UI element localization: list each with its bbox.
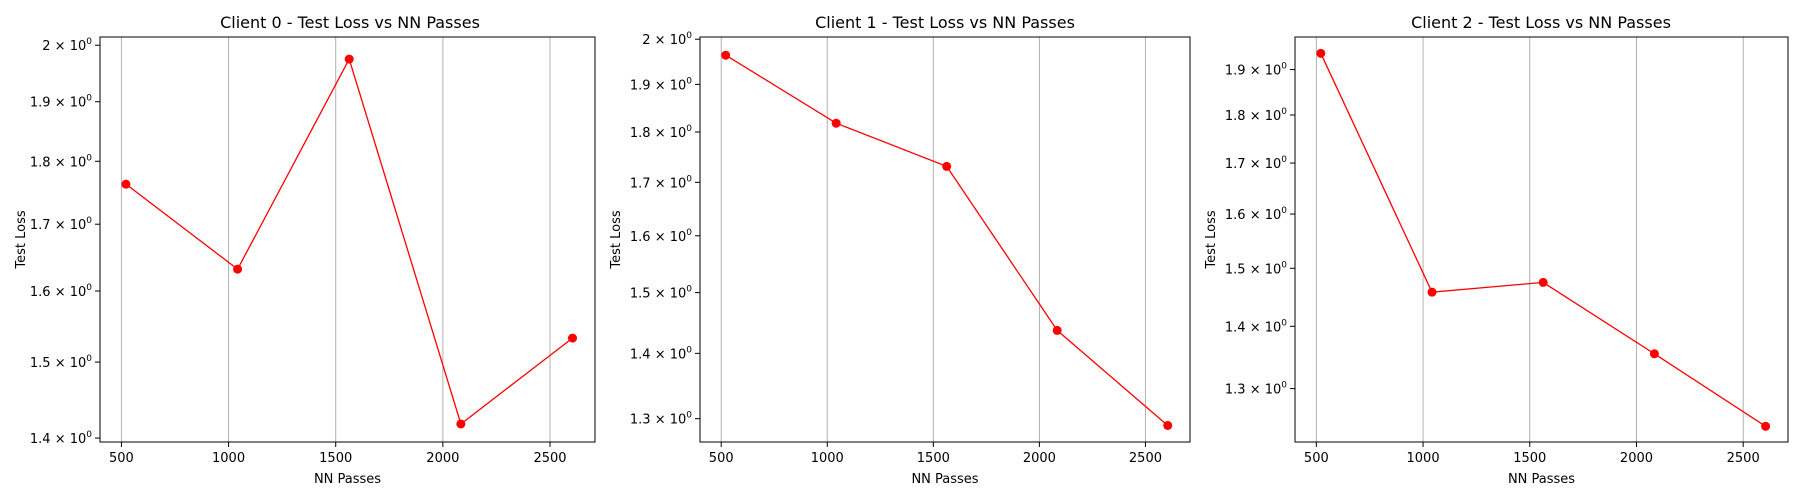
x-tick-label: 1500 (319, 451, 352, 466)
chart-title: Client 1 - Test Loss vs NN Passes (815, 13, 1075, 32)
data-point (1761, 421, 1771, 431)
y-tick-label: 1.8 × 100 (30, 153, 92, 170)
chart-title: Client 0 - Test Loss vs NN Passes (220, 13, 480, 32)
x-tick-label: 500 (1304, 451, 1329, 466)
data-point (1649, 349, 1659, 359)
y-axis-label: Test Loss (1204, 210, 1219, 269)
data-point (1427, 287, 1437, 297)
x-axis-label: NN Passes (911, 472, 978, 487)
x-tick-label: 1500 (917, 451, 950, 466)
y-tick-label: 1.7 × 100 (630, 174, 692, 191)
x-axis-label: NN Passes (314, 472, 381, 487)
y-tick-label: 1.4 × 100 (30, 430, 92, 447)
y-tick-label: 1.8 × 100 (1225, 107, 1287, 124)
y-tick-label: 1.9 × 100 (30, 94, 92, 111)
y-tick-label: 1.4 × 100 (1225, 318, 1287, 335)
y-tick-label: 1.9 × 100 (630, 76, 692, 93)
data-point (568, 333, 577, 343)
ticks-layer: 500 1000 1500 2000 2500 1.4 × 100 1.5 × 100 1.6… (30, 37, 567, 466)
plot-frame (1294, 36, 1789, 443)
points-layer (1316, 48, 1771, 431)
points-layer (121, 54, 577, 429)
chart-title: Client 2 - Test Loss vs NN Passes (1411, 13, 1671, 32)
y-tick-label: 1.5 × 100 (630, 285, 692, 302)
data-point (721, 50, 731, 60)
y-tick-label: 1.7 × 100 (1225, 155, 1287, 172)
data-point (456, 419, 466, 429)
chart-panel-0: Client 0 - Test Loss vs NN Passes 500 100… (14, 13, 596, 487)
ticks-layer: 500 1000 1500 2000 2500 1.3 × 100 1.4 × 100 1.5… (630, 31, 1162, 466)
x-tick-label: 2000 (1620, 451, 1653, 466)
grid-layer (720, 37, 1146, 442)
x-tick-label: 1000 (212, 451, 245, 466)
grid-layer (120, 37, 551, 442)
plot-frame (99, 36, 596, 443)
x-tick-label: 2000 (1023, 451, 1056, 466)
y-tick-label: 1.5 × 100 (30, 354, 92, 371)
y-tick-label: 1.3 × 100 (630, 411, 692, 428)
y-tick-label: 1.6 × 100 (630, 228, 692, 245)
x-tick-label: 2500 (533, 451, 566, 466)
x-tick-label: 1500 (1513, 451, 1546, 466)
x-tick-label: 1000 (1407, 451, 1440, 466)
x-axis-label: NN Passes (1508, 472, 1575, 487)
data-point (831, 118, 841, 128)
data-point (1316, 48, 1326, 58)
y-axis-label: Test Loss (609, 210, 624, 269)
data-point (1538, 277, 1548, 287)
y-tick-label: 1.3 × 100 (1225, 381, 1287, 398)
y-tick-label: 2 × 100 (642, 31, 692, 48)
data-point (121, 179, 131, 189)
grid-layer (1315, 37, 1744, 442)
data-point (233, 264, 243, 274)
y-tick-label: 1.9 × 100 (1225, 62, 1287, 79)
y-axis-label: Test Loss (14, 210, 29, 269)
y-tick-label: 1.5 × 100 (1225, 260, 1287, 277)
chart-panel-2: Client 2 - Test Loss vs NN Passes 500 100… (1204, 13, 1789, 487)
plot-frame (699, 36, 1191, 443)
y-tick-label: 1.4 × 100 (630, 345, 692, 362)
points-layer (721, 50, 1173, 430)
x-tick-label: 500 (109, 451, 134, 466)
y-tick-label: 2 × 100 (42, 37, 92, 54)
data-point (1052, 325, 1062, 335)
y-tick-label: 1.7 × 100 (30, 216, 92, 233)
x-tick-label: 2000 (426, 451, 459, 466)
x-tick-label: 2500 (1727, 451, 1760, 466)
y-tick-label: 1.6 × 100 (1225, 206, 1287, 223)
x-tick-label: 1000 (811, 451, 844, 466)
data-point (344, 54, 354, 64)
x-tick-label: 500 (709, 451, 734, 466)
x-tick-label: 2500 (1129, 451, 1162, 466)
data-point (1163, 420, 1173, 430)
chart-panel-1: Client 1 - Test Loss vs NN Passes 500 100… (609, 13, 1191, 487)
ticks-layer: 500 1000 1500 2000 2500 1.3 × 100 1.4 × 100 1.5… (1225, 62, 1760, 466)
y-tick-label: 1.8 × 100 (630, 124, 692, 141)
data-point (942, 161, 952, 171)
y-tick-label: 1.6 × 100 (30, 283, 92, 300)
